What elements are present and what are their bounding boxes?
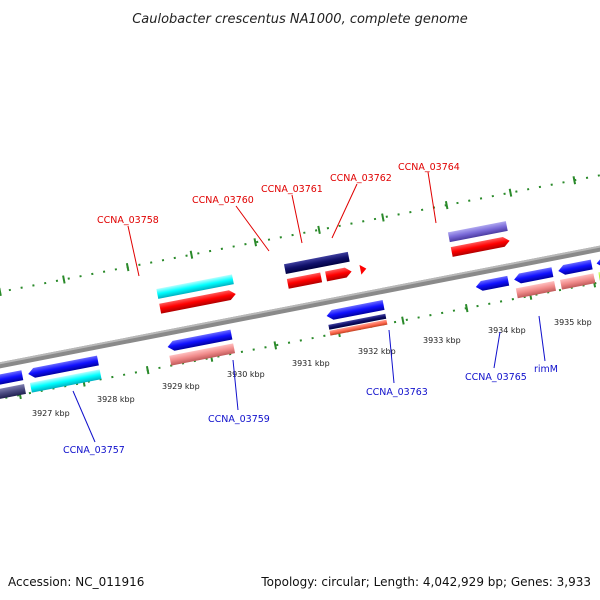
leader-line [72, 390, 96, 443]
gene-label-ccna-03764[interactable]: CCNA_03764 [398, 162, 460, 173]
gene-rimm-pink[interactable] [515, 280, 557, 299]
kbp-label: 3932 kbp [358, 347, 396, 356]
gene-rimm-blue[interactable] [513, 267, 554, 284]
gene-ccna-03763-navy[interactable] [328, 313, 387, 330]
genome-strand-map [0, 170, 600, 404]
kbp-label: 3928 kbp [97, 395, 135, 404]
gene-label-ccna-03765[interactable]: CCNA_03765 [465, 372, 527, 383]
kbp-label: 3933 kbp [423, 336, 461, 345]
genome-title: Caulobacter crescentus NA1000, complete … [132, 12, 468, 27]
leader-line [538, 315, 546, 362]
kbp-label: 3931 kbp [292, 359, 330, 368]
kbp-label: 3929 kbp [162, 382, 200, 391]
gene-ccna-03765-blue[interactable] [475, 275, 510, 292]
leader-line [388, 329, 395, 384]
gene-label-ccna-03759[interactable]: CCNA_03759 [208, 414, 270, 425]
kbp-label: 3935 kbp [554, 318, 592, 327]
gene-label-ccna-03760[interactable]: CCNA_03760 [192, 195, 254, 206]
lower-scale-dots [0, 273, 600, 404]
backbone-highlight [0, 235, 600, 371]
gene-ccna-03760-red[interactable] [286, 272, 323, 289]
topology-text: Topology: circular; Length: 4,042,929 bp… [260, 575, 591, 589]
lower-gene-labels: CCNA_03757 CCNA_03759 CCNA_03763 CCNA_03… [63, 315, 558, 456]
gene-ccna-03761[interactable] [325, 267, 352, 282]
gene-ccna-03759-pink[interactable] [169, 343, 236, 366]
gene-right-pink[interactable] [560, 273, 596, 290]
leader-line [331, 183, 358, 239]
gene-ccna-03759-blue[interactable] [167, 329, 233, 352]
gene-label-ccna-03758[interactable]: CCNA_03758 [97, 215, 159, 226]
upper-scale-major-ticks [0, 176, 577, 297]
accession-text: Accession: NC_011916 [8, 575, 144, 589]
kbp-label: 3927 kbp [32, 409, 70, 418]
gene-ccna-03763-salmon[interactable] [329, 319, 388, 336]
gene-ccna-03757-blue[interactable] [27, 355, 99, 379]
gene-label-rimm[interactable]: rimM [534, 364, 558, 375]
leader-line [232, 359, 239, 411]
gene-ccna-03764-red[interactable] [450, 236, 511, 257]
gene-ccna-03760[interactable] [283, 251, 350, 275]
gene-label-ccna-03762[interactable]: CCNA_03762 [330, 173, 392, 184]
gene-ccna-03763-blue[interactable] [326, 300, 385, 321]
gene-label-ccna-03757[interactable]: CCNA_03757 [63, 445, 125, 456]
gene-left-edge-blue[interactable] [0, 370, 24, 388]
gene-label-ccna-03761[interactable]: CCNA_03761 [261, 184, 323, 195]
gene-ccna-03757-cyan[interactable] [29, 369, 102, 393]
gene-ccna-03762[interactable] [359, 264, 367, 275]
leader-line [235, 205, 270, 252]
upper-gene-labels: CCNA_03758 CCNA_03760 CCNA_03761 CCNA_03… [97, 162, 460, 277]
gene-ccna-03758-red[interactable] [159, 289, 236, 314]
gene-ccna-03758-cyan[interactable] [156, 274, 234, 299]
gene-right-blue-1[interactable] [557, 259, 593, 276]
leader-line [427, 171, 437, 224]
gene-label-ccna-03763[interactable]: CCNA_03763 [366, 387, 428, 398]
kbp-label: 3930 kbp [227, 370, 265, 379]
kbp-label: 3934 kbp [488, 326, 526, 335]
leader-line [493, 331, 501, 369]
kbp-labels: 3927 kbp 3928 kbp 3929 kbp 3930 kbp 3931… [32, 318, 592, 418]
gene-left-edge-slate[interactable] [0, 384, 26, 403]
gene-right-blue-2[interactable] [596, 252, 600, 269]
gene-ccna-03764[interactable] [447, 221, 508, 243]
leader-line [291, 194, 303, 244]
leader-line [127, 225, 140, 277]
